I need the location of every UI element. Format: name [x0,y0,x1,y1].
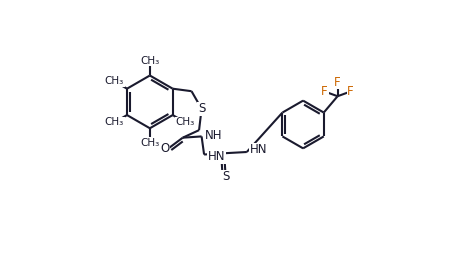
Text: F: F [321,85,328,98]
Text: CH₃: CH₃ [140,56,159,66]
Text: CH₃: CH₃ [105,117,124,127]
Text: F: F [347,85,354,98]
Text: HN: HN [207,150,225,163]
Text: F: F [334,76,341,89]
Text: S: S [198,102,205,115]
Text: O: O [161,142,170,155]
Text: CH₃: CH₃ [140,138,159,148]
Text: HN: HN [250,144,267,156]
Text: CH₃: CH₃ [175,117,195,127]
Text: CH₃: CH₃ [105,76,124,86]
Text: S: S [222,170,229,183]
Text: NH: NH [205,129,223,142]
